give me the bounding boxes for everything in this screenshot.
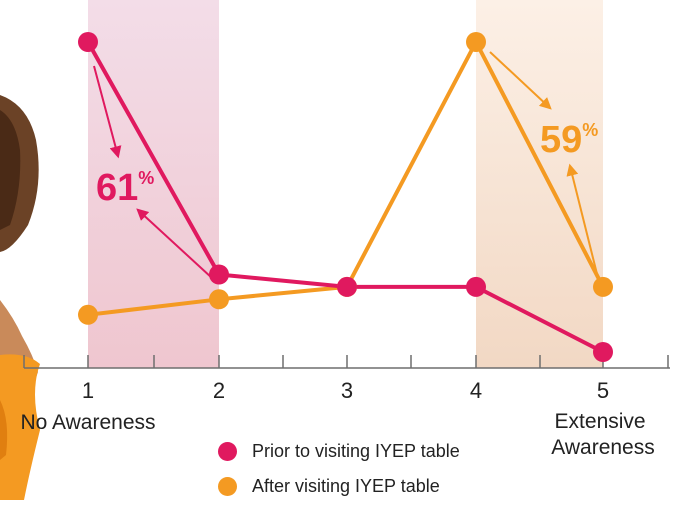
data-point-prior-3	[337, 276, 357, 297]
legend-item-after: After visiting IYEP table	[218, 473, 460, 500]
legend: Prior to visiting IYEP table After visit…	[218, 438, 460, 508]
data-point-prior-5	[593, 342, 613, 362]
tick-label-5: 5	[597, 378, 609, 403]
arrow-pink-down	[93, 65, 122, 159]
percent-annotation-59: 59%	[540, 119, 598, 161]
data-point-prior-1	[78, 32, 98, 52]
legend-label-after: After visiting IYEP table	[252, 476, 440, 496]
data-point-after-4	[466, 32, 486, 52]
data-point-after-1	[78, 304, 98, 325]
data-point-after-2	[209, 289, 229, 310]
tick-label-4: 4	[470, 378, 482, 403]
legend-label-prior: Prior to visiting IYEP table	[252, 441, 460, 461]
highlight-band-2	[476, 0, 603, 368]
legend-item-prior: Prior to visiting IYEP table	[218, 438, 460, 465]
data-point-prior-2	[209, 264, 229, 285]
tick-label-3: 3	[341, 378, 353, 403]
data-point-after-5	[593, 276, 613, 297]
arrow-orange-up	[566, 163, 601, 287]
legend-marker-after	[218, 477, 237, 496]
tick-label-1: 1	[82, 378, 94, 403]
category-label-extensive: Extensive Awareness	[551, 410, 655, 459]
arrow-orange-down	[489, 51, 552, 110]
legend-marker-prior	[218, 442, 237, 461]
category-label-no-awareness: No Awareness	[20, 411, 155, 434]
arrow-pink-up	[136, 208, 213, 279]
person-photo-fragment	[0, 95, 40, 500]
percent-annotation-61: 61%	[96, 167, 154, 209]
tick-label-2: 2	[213, 378, 225, 403]
data-point-prior-4	[466, 276, 486, 297]
